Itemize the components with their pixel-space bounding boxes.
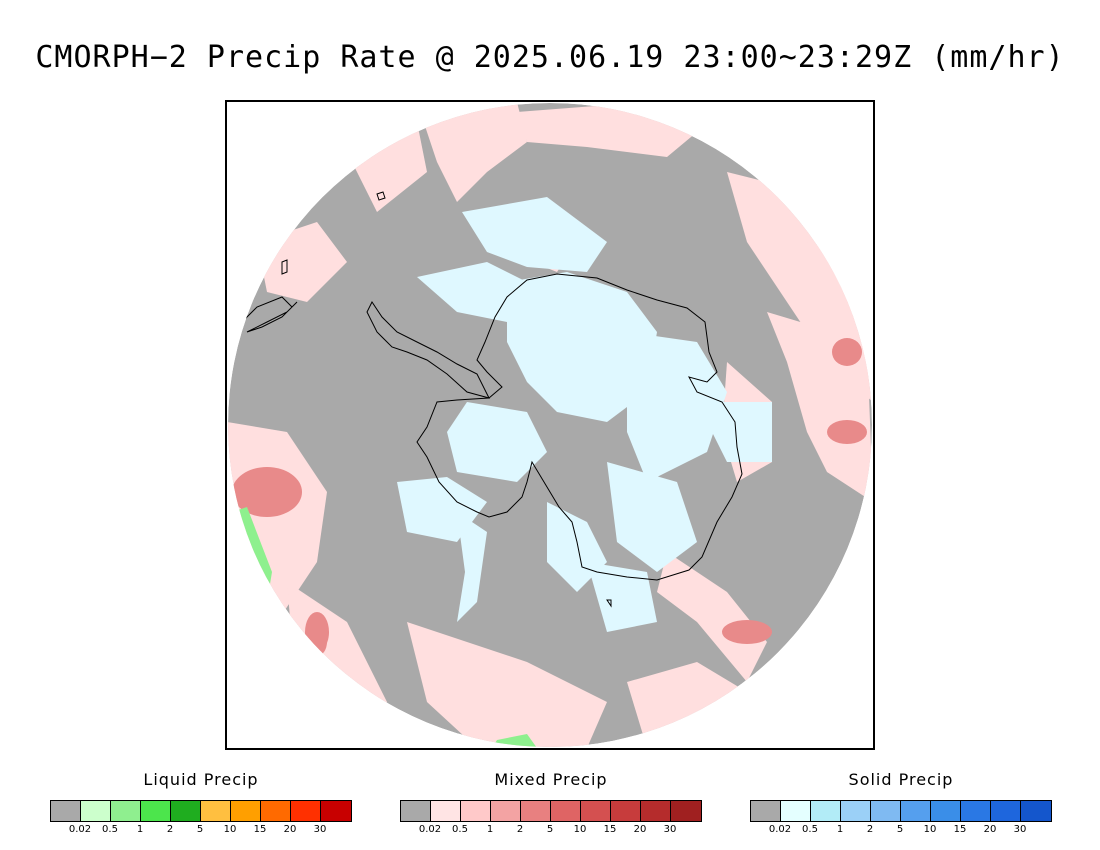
legend-swatch — [841, 801, 871, 821]
legend-swatch — [491, 801, 521, 821]
legend-swatch — [991, 801, 1021, 821]
legend-tick-label: 5 — [196, 824, 204, 835]
legend-colorbar — [50, 800, 352, 822]
legend-swatch — [171, 801, 201, 821]
legend-swatch — [581, 801, 611, 821]
legend-tick-label: 20 — [983, 824, 997, 835]
legend-tick-label: 0.5 — [102, 824, 118, 835]
legend-swatch — [201, 801, 231, 821]
legend-tick-label: 1 — [486, 824, 494, 835]
legend-tick-label: 15 — [603, 824, 617, 835]
legend-ticks: 0.02 0.5 1 2 5 10 15 20 30 — [50, 824, 352, 838]
legend-tick-label: 10 — [923, 824, 937, 835]
legend-swatch — [521, 801, 551, 821]
legend-colorbar — [400, 800, 702, 822]
legend-tick-label: 2 — [866, 824, 874, 835]
legend-tick-label: 15 — [253, 824, 267, 835]
legend-tick-label: 2 — [516, 824, 524, 835]
legend-tick-label: 30 — [313, 824, 327, 835]
legend-tick-label: 20 — [283, 824, 297, 835]
legend-swatch — [1021, 801, 1051, 821]
legend-swatch — [901, 801, 931, 821]
legend-swatch — [261, 801, 291, 821]
legend-tick-label: 10 — [573, 824, 587, 835]
legend-swatch — [641, 801, 671, 821]
legend-swatch — [431, 801, 461, 821]
liquid-precip-legend: Liquid Precip 0.02 0.5 1 2 5 10 15 20 30 — [50, 770, 352, 838]
legend-colorbar — [750, 800, 1052, 822]
legend-swatch — [671, 801, 701, 821]
legend-tick-label: 30 — [663, 824, 677, 835]
legend-swatch — [611, 801, 641, 821]
mixed-precip-legend: Mixed Precip 0.02 0.5 1 2 5 10 15 20 30 — [400, 770, 702, 838]
antarctica-coastline — [416, 273, 743, 581]
legend-tick-label: 30 — [1013, 824, 1027, 835]
legend-tick-label: 10 — [223, 824, 237, 835]
legend-swatch — [461, 801, 491, 821]
legend-swatch — [751, 801, 781, 821]
legend-tick-label: 2 — [166, 824, 174, 835]
legend-title: Liquid Precip — [143, 770, 259, 789]
legend-tick-label: 1 — [136, 824, 144, 835]
legend-swatch — [51, 801, 81, 821]
south-america-coastline — [236, 296, 298, 333]
legend-swatch — [111, 801, 141, 821]
legend-tick-label: 0.5 — [452, 824, 468, 835]
legend-swatch — [871, 801, 901, 821]
legend-swatch — [231, 801, 261, 821]
map-title: CMORPH−2 Precip Rate @ 2025.06.19 23:00~… — [35, 40, 1065, 75]
legend-swatch — [401, 801, 431, 821]
legend-ticks: 0.02 0.5 1 2 5 10 15 20 30 — [750, 824, 1052, 838]
legend-title: Solid Precip — [848, 770, 954, 789]
legend-swatch — [291, 801, 321, 821]
legend-swatch — [781, 801, 811, 821]
solid-precip-legend: Solid Precip 0.02 0.5 1 2 5 10 15 20 30 — [750, 770, 1052, 838]
legend-tick-label: 15 — [953, 824, 967, 835]
map-frame — [225, 100, 875, 750]
legend-tick-label: 5 — [896, 824, 904, 835]
islands-coastline — [281, 191, 612, 608]
legend-tick-label: 0.02 — [768, 824, 792, 835]
legend-swatch — [81, 801, 111, 821]
legend-tick-label: 1 — [836, 824, 844, 835]
legend-ticks: 0.02 0.5 1 2 5 10 15 20 30 — [400, 824, 702, 838]
precip-map — [228, 103, 872, 747]
legend-swatch — [551, 801, 581, 821]
legend-swatch — [141, 801, 171, 821]
legend-tick-label: 0.02 — [418, 824, 442, 835]
legend-tick-label: 5 — [546, 824, 554, 835]
legend-tick-label: 0.02 — [68, 824, 92, 835]
legend-swatch — [961, 801, 991, 821]
legend-swatch — [321, 801, 351, 821]
legend-swatch — [931, 801, 961, 821]
legend-tick-label: 0.5 — [802, 824, 818, 835]
legend-title: Mixed Precip — [494, 770, 608, 789]
legend-tick-label: 20 — [633, 824, 647, 835]
antarctic-peninsula-coastline — [366, 301, 490, 399]
legend-swatch — [811, 801, 841, 821]
solid-precip-areas — [397, 197, 772, 632]
